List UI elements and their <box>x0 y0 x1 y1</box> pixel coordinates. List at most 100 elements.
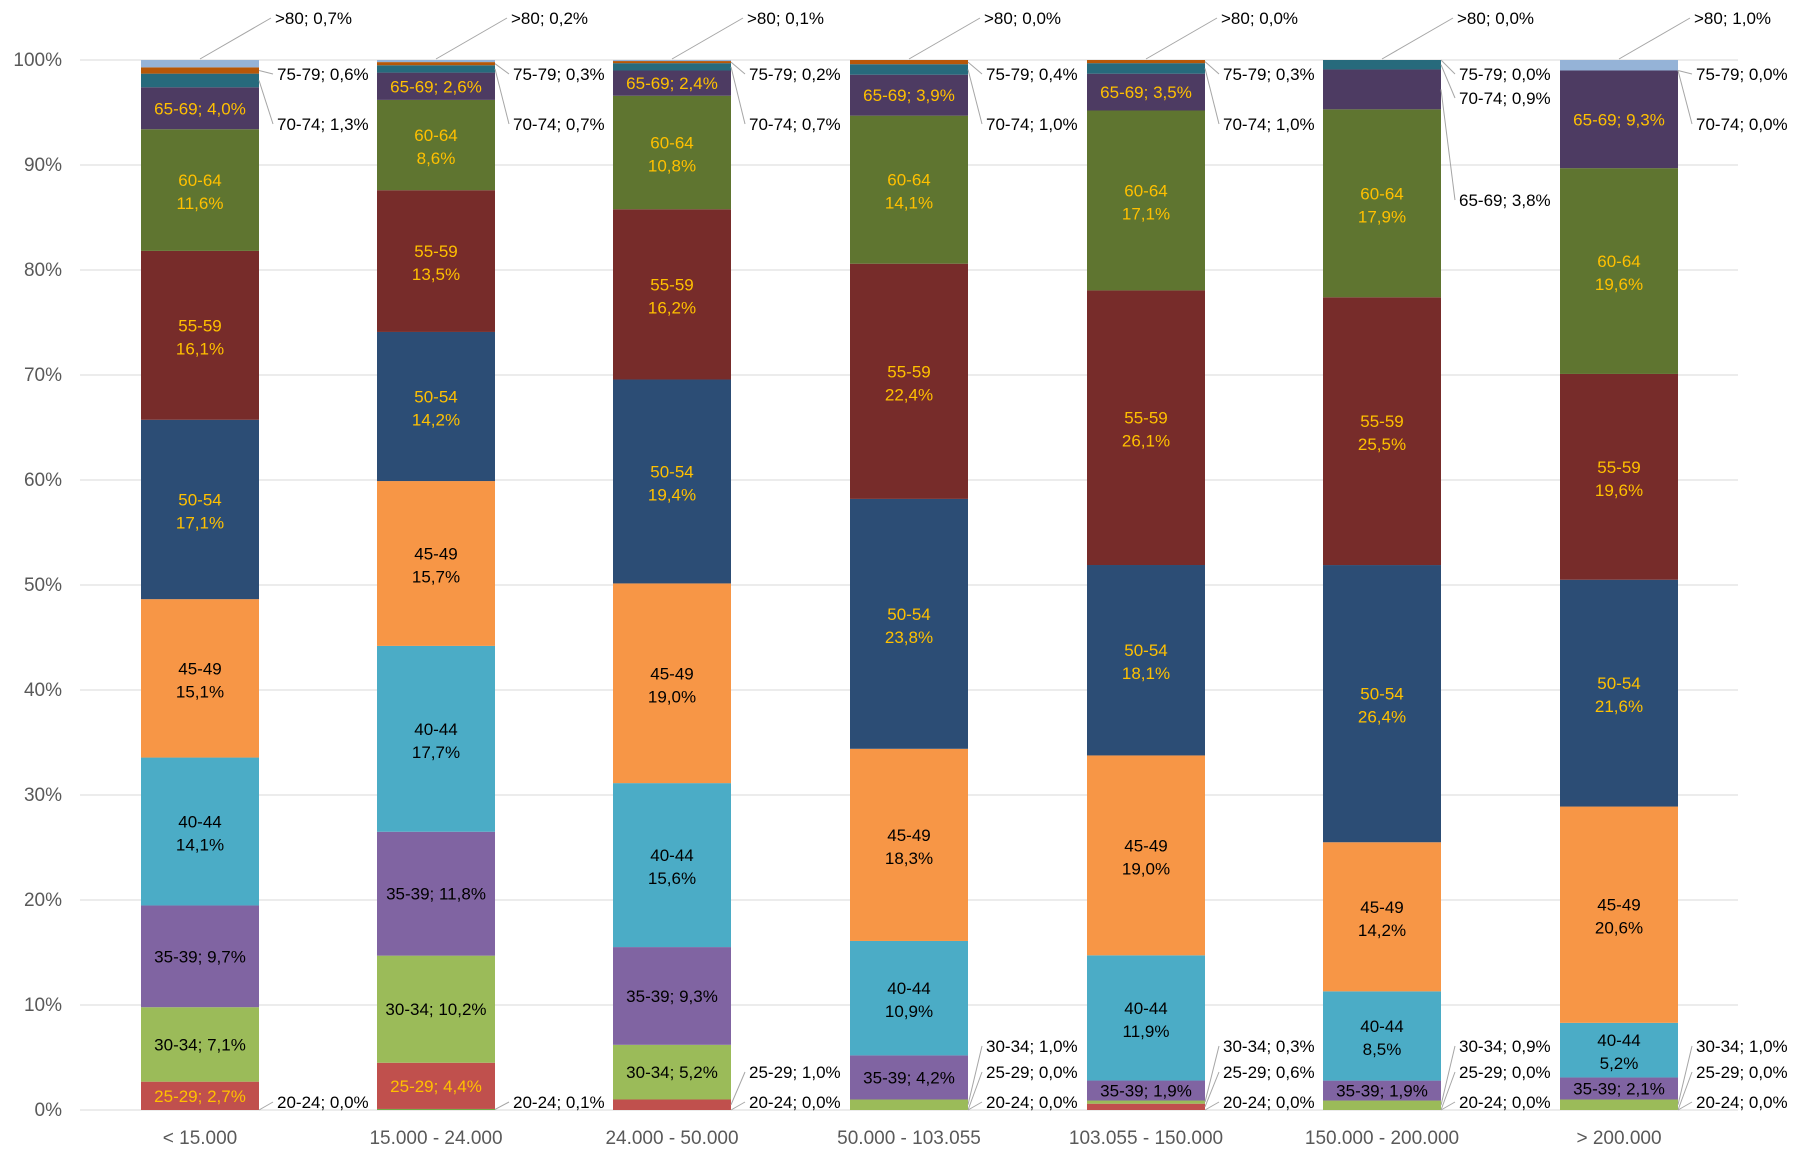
data-label: 45-49 <box>1360 898 1403 917</box>
bar-segment <box>377 99 495 191</box>
bar-segment <box>377 72 495 100</box>
data-label: 35-39; 4,2% <box>863 1068 955 1087</box>
data-label: 55-59 <box>1124 409 1167 428</box>
data-label: 8,6% <box>417 149 456 168</box>
bar-segment <box>1087 73 1205 111</box>
leader-line <box>1677 1045 1693 1105</box>
bar-segment <box>141 129 259 251</box>
data-label: 50-54 <box>178 490 221 509</box>
data-label: 11,9% <box>1123 1022 1170 1041</box>
bar-segment <box>377 955 495 1063</box>
bar-segment <box>141 1007 259 1082</box>
data-labels: 20-24; 0,0% 25-29; 2,7% 30-34; 7,1% 35-39; … <box>154 9 1788 1112</box>
data-label: 35-39; 11,8% <box>386 885 486 904</box>
data-label: 25-29; 0,0% <box>986 1063 1078 1082</box>
leader-line <box>730 1071 746 1105</box>
data-label: 75-79; 0,3% <box>1223 65 1315 84</box>
data-label: 60-64 <box>650 133 693 152</box>
data-label: 21,6% <box>1595 697 1643 716</box>
bar-segment <box>377 190 495 332</box>
x-tick-label: 103.055 - 150.000 <box>1069 1128 1223 1149</box>
leader-line <box>1440 1071 1456 1111</box>
leader-line <box>671 17 744 60</box>
bar-segment <box>141 757 259 906</box>
data-label: 35-39; 2,1% <box>1573 1079 1665 1098</box>
data-label: 14,1% <box>176 836 224 855</box>
bar-segment <box>613 209 731 380</box>
data-label: 20-24; 0,0% <box>1459 1093 1551 1112</box>
data-label: 25-29; 4,4% <box>390 1077 482 1096</box>
bar-segment <box>613 1099 731 1110</box>
y-tick-label: 30% <box>24 785 62 806</box>
data-label: 45-49 <box>1597 896 1640 915</box>
leader-line <box>258 80 274 125</box>
x-tick-label: 150.000 - 200.000 <box>1305 1128 1459 1149</box>
data-label: 45-49 <box>887 826 930 845</box>
bar-segment <box>850 748 968 941</box>
data-label: 75-79; 0,0% <box>1459 65 1551 84</box>
bar-segment <box>1323 1100 1441 1110</box>
data-label: 30-34; 0,3% <box>1223 1037 1315 1056</box>
data-label: 60-64 <box>414 126 457 145</box>
bar-segment <box>1087 955 1205 1081</box>
data-label: 25-29; 0,6% <box>1223 1063 1315 1082</box>
bar-segment <box>613 60 731 62</box>
data-label: 14,1% <box>885 194 933 213</box>
bar-segment <box>1323 297 1441 566</box>
bar-segment <box>141 419 259 600</box>
bar-segment <box>141 905 259 1008</box>
data-label: 25,5% <box>1358 435 1406 454</box>
bar-segment <box>613 783 731 948</box>
leader-line <box>494 63 510 75</box>
y-tick-label: 90% <box>24 155 62 176</box>
data-label: 30-34; 1,0% <box>1696 1037 1788 1056</box>
data-label: 40-44 <box>887 979 930 998</box>
y-axis-tick-labels: 0% 10% 20% 30% 40% 50% 60% 70% 80% 90% 100% <box>13 50 62 1121</box>
bar-segment <box>141 73 259 88</box>
data-label: 70-74; 0,9% <box>1459 89 1551 108</box>
y-tick-label: 50% <box>24 575 62 596</box>
data-label: 19,6% <box>1595 275 1643 294</box>
data-label: 55-59 <box>650 275 693 294</box>
data-label: 70-74; 1,0% <box>1223 115 1315 134</box>
bar-segment <box>141 250 259 420</box>
data-label: 40-44 <box>178 813 221 832</box>
data-label: 45-49 <box>650 664 693 683</box>
x-axis-tick-labels: < 15.000 15.000 - 24.000 24.000 - 50.000 50… <box>163 1128 1662 1149</box>
y-tick-label: 60% <box>24 470 62 491</box>
bar-segment <box>1560 373 1678 580</box>
data-label: 70-74; 0,0% <box>1696 115 1788 134</box>
bar-segment <box>850 60 968 65</box>
leader-line <box>494 1101 510 1110</box>
data-label: 14,2% <box>412 411 460 430</box>
bar-segment <box>1323 991 1441 1081</box>
data-label: 75-79; 0,2% <box>749 65 841 84</box>
data-label: 35-39; 1,9% <box>1336 1082 1428 1101</box>
data-label: 75-79; 0,6% <box>277 65 369 84</box>
data-label: 22,4% <box>885 385 933 404</box>
bar-segment <box>613 70 731 96</box>
data-label: 55-59 <box>1597 458 1640 477</box>
data-label: 55-59 <box>887 362 930 381</box>
bar-segment <box>1560 70 1678 169</box>
bar-segment <box>1560 1099 1678 1110</box>
data-label: 19,0% <box>1122 859 1170 878</box>
leader-line <box>1145 17 1218 60</box>
leader-line <box>730 1101 746 1111</box>
data-label: 45-49 <box>1124 836 1167 855</box>
leader-line <box>1204 1045 1220 1103</box>
bar-segment <box>1560 1022 1678 1078</box>
bar-segment <box>141 67 259 74</box>
leader-line <box>1618 17 1691 60</box>
data-label: 65-69; 3,8% <box>1459 191 1551 210</box>
bar-segment <box>613 95 731 210</box>
data-label: 15,7% <box>412 567 460 586</box>
data-label: 65-69; 3,9% <box>863 86 955 105</box>
data-label: 50-54 <box>414 388 457 407</box>
data-label: 30-34; 10,2% <box>385 1000 486 1019</box>
data-label: 45-49 <box>414 544 457 563</box>
data-label: 17,9% <box>1358 207 1406 226</box>
leader-line <box>967 1071 983 1111</box>
data-label: 25-29; 1,0% <box>749 1063 841 1082</box>
data-label: 55-59 <box>414 242 457 261</box>
